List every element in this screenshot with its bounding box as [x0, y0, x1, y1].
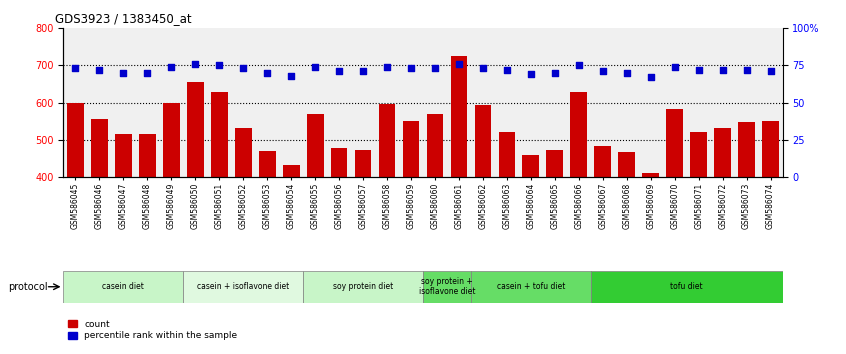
Bar [523, 155, 539, 177]
Bar [184, 271, 303, 303]
Bar [303, 271, 423, 303]
Text: GDS3923 / 1383450_at: GDS3923 / 1383450_at [55, 12, 191, 25]
Bar [91, 119, 107, 177]
Point [596, 69, 609, 74]
Bar [547, 150, 563, 177]
Point [332, 69, 346, 74]
Bar [471, 271, 591, 303]
Bar [426, 114, 443, 177]
Bar [451, 56, 467, 177]
Point [261, 70, 274, 76]
Point [92, 67, 106, 73]
Bar [498, 132, 515, 177]
Point [356, 69, 370, 74]
Bar [690, 132, 707, 177]
Text: casein diet: casein diet [102, 282, 145, 291]
Bar [187, 82, 204, 177]
Text: soy protein +
isoflavone diet: soy protein + isoflavone diet [419, 277, 475, 296]
Point [69, 65, 82, 71]
Point [236, 65, 250, 71]
Point [476, 65, 490, 71]
Point [692, 67, 706, 73]
Bar [307, 114, 323, 177]
Text: soy protein diet: soy protein diet [333, 282, 393, 291]
Bar [762, 121, 779, 177]
Bar [714, 127, 731, 177]
Bar [163, 103, 179, 177]
Bar [739, 122, 755, 177]
Bar [63, 271, 184, 303]
Bar [331, 148, 348, 177]
Bar [139, 134, 156, 177]
Point [380, 64, 393, 70]
Text: casein + tofu diet: casein + tofu diet [497, 282, 565, 291]
Bar [67, 103, 84, 177]
Point [404, 65, 418, 71]
Point [716, 67, 729, 73]
Bar [211, 92, 228, 177]
Bar [642, 173, 659, 177]
Bar [235, 127, 251, 177]
Point [764, 69, 777, 74]
Bar [423, 271, 471, 303]
Point [189, 61, 202, 67]
Point [308, 64, 321, 70]
Bar [115, 134, 132, 177]
Point [739, 67, 753, 73]
Bar [354, 150, 371, 177]
Bar [667, 109, 683, 177]
Bar [403, 121, 420, 177]
Bar [595, 146, 611, 177]
Text: protocol: protocol [8, 282, 48, 292]
Point [140, 70, 154, 76]
Point [212, 63, 226, 68]
Bar [379, 104, 395, 177]
Legend: count, percentile rank within the sample: count, percentile rank within the sample [68, 320, 238, 340]
Point [164, 64, 178, 70]
Point [452, 61, 465, 67]
Point [644, 75, 657, 80]
Point [428, 65, 442, 71]
Bar [475, 105, 492, 177]
Bar [259, 151, 276, 177]
Point [284, 73, 298, 79]
Text: tofu diet: tofu diet [670, 282, 703, 291]
Point [572, 63, 585, 68]
Point [548, 70, 562, 76]
Text: casein + isoflavone diet: casein + isoflavone diet [197, 282, 289, 291]
Bar [570, 92, 587, 177]
Point [667, 64, 681, 70]
Point [500, 67, 514, 73]
Bar [618, 152, 635, 177]
Bar [591, 271, 783, 303]
Point [524, 72, 537, 77]
Point [117, 70, 130, 76]
Point [620, 70, 634, 76]
Bar [283, 165, 299, 177]
